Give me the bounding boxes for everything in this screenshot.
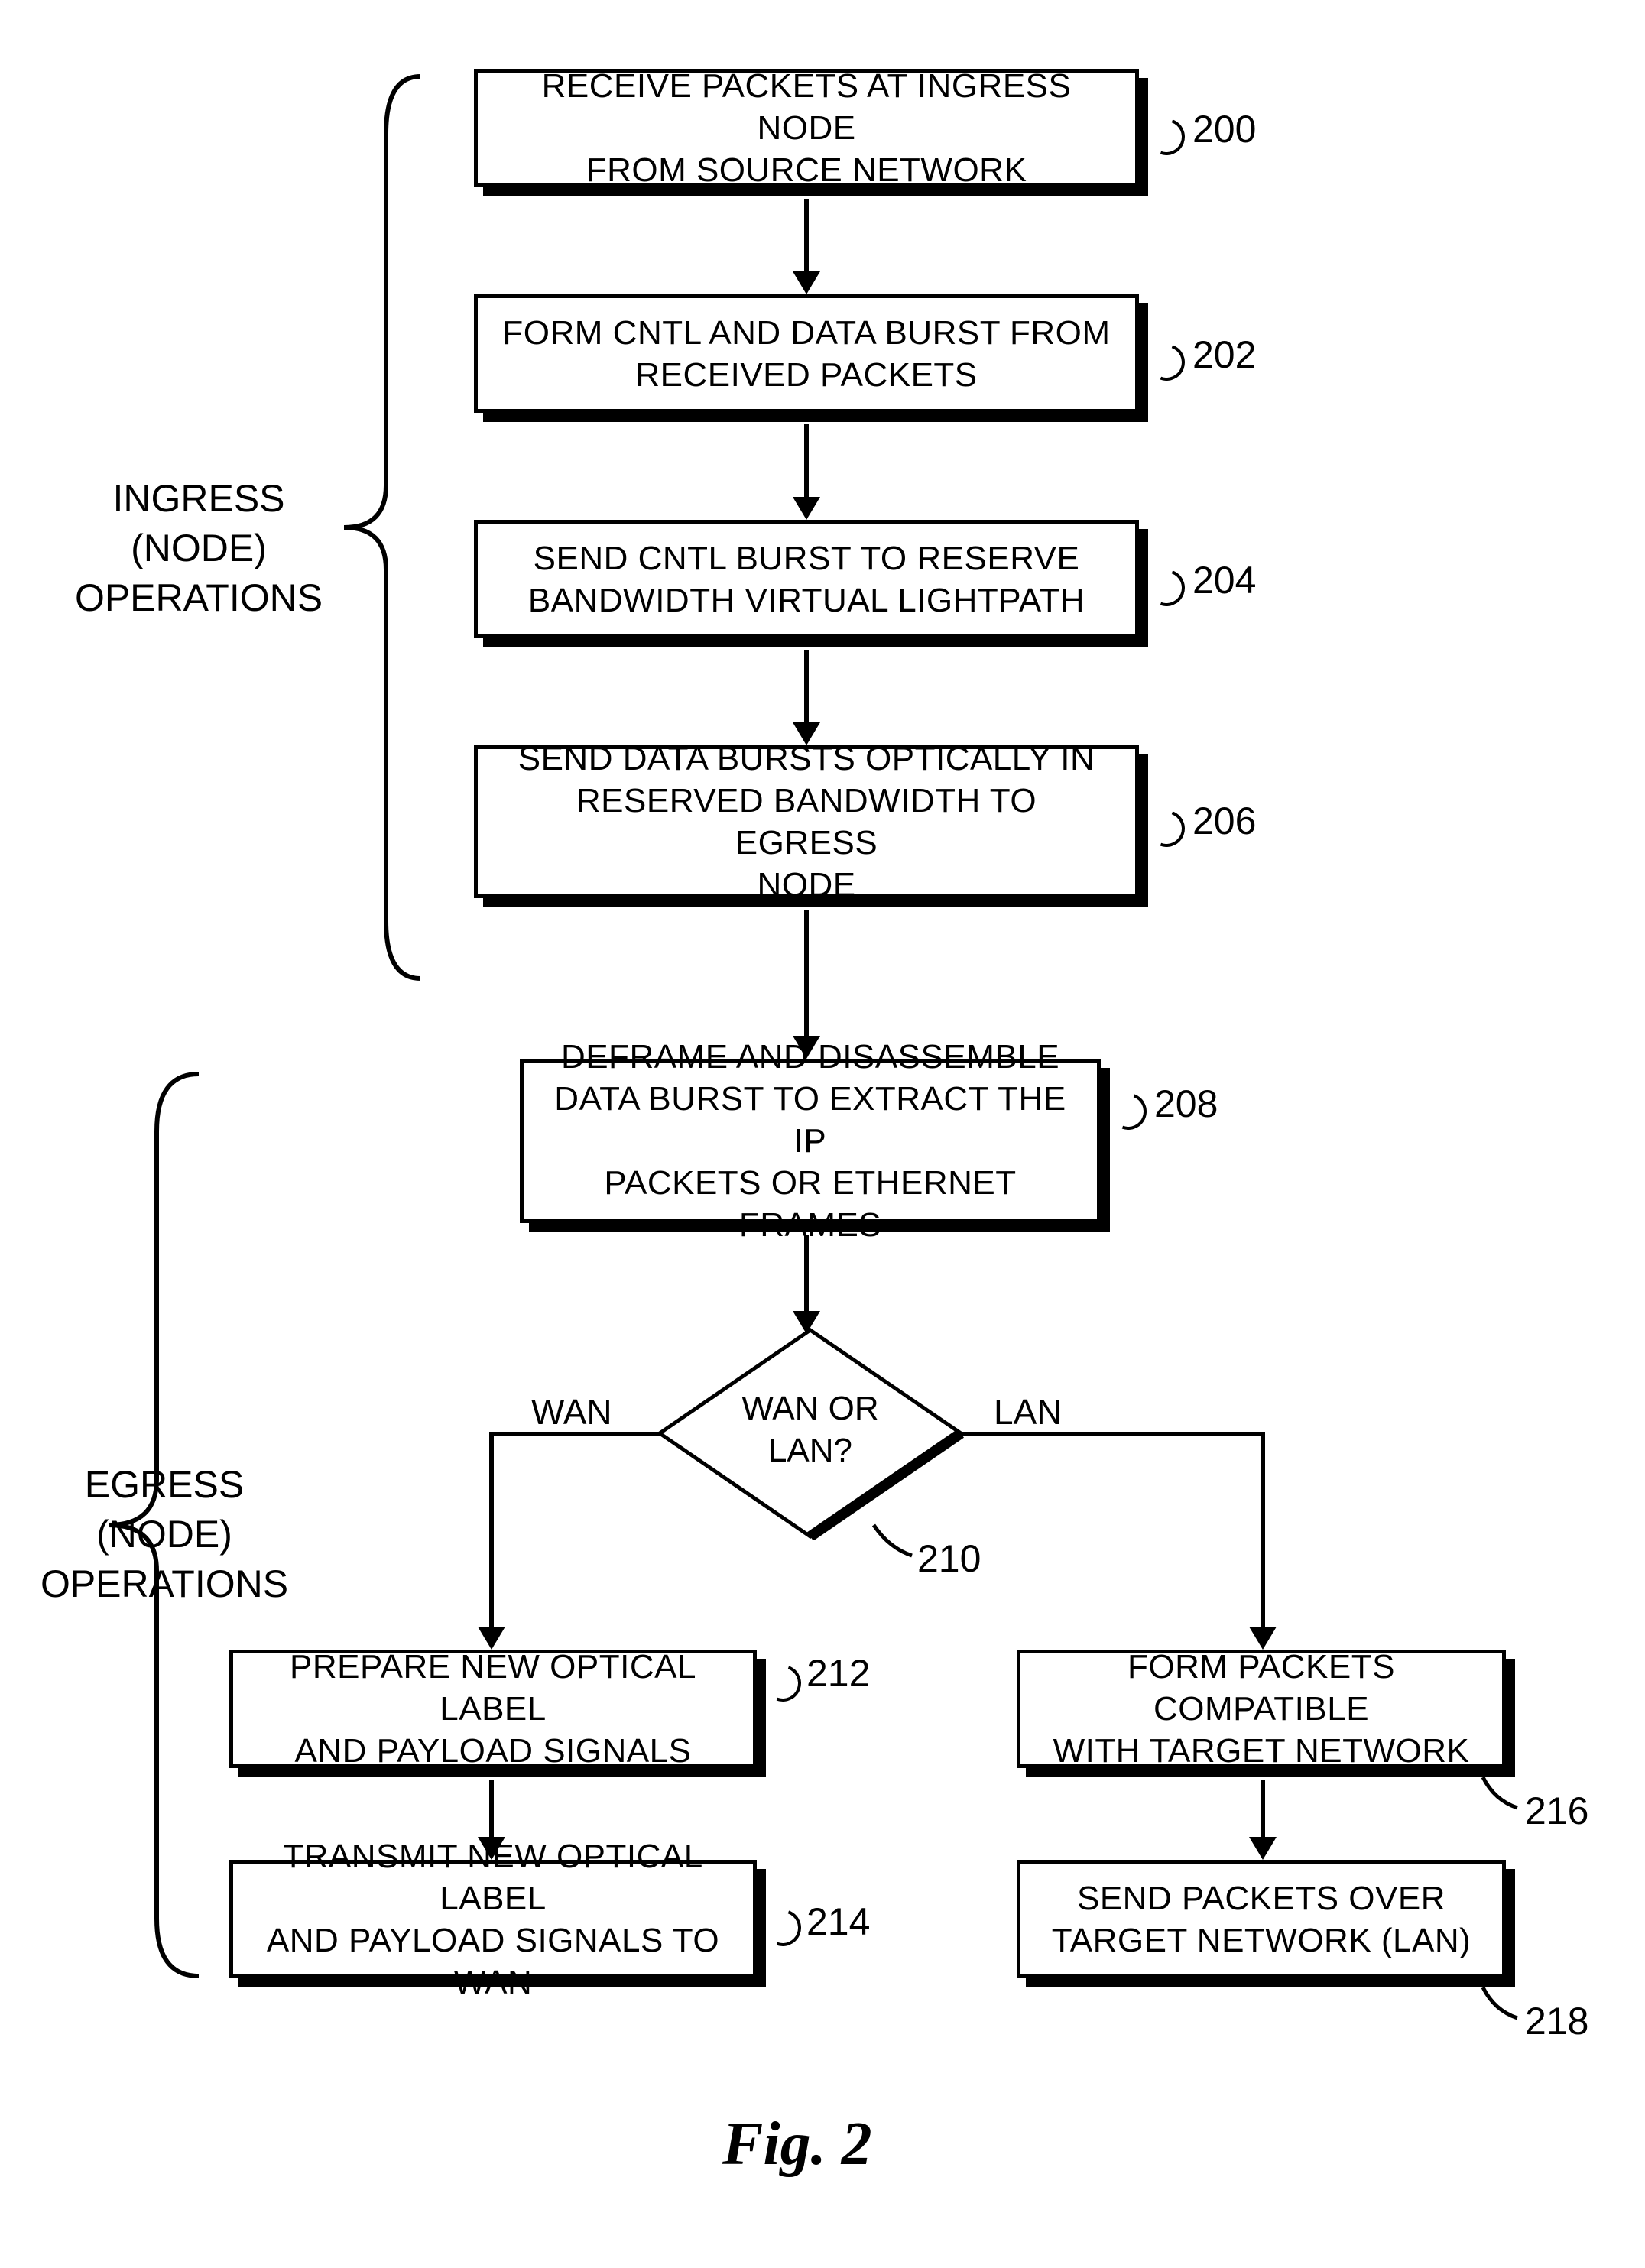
ref-216: 216 — [1525, 1789, 1588, 1833]
arrowhead-200-202 — [793, 271, 820, 294]
box-214: TRANSMIT NEW OPTICAL LABEL AND PAYLOAD S… — [229, 1860, 757, 1978]
hook-200 — [1142, 112, 1191, 161]
ref-218: 218 — [1525, 1999, 1588, 2043]
decision-210-text: WAN OR LAN? — [654, 1387, 967, 1471]
box-212: PREPARE NEW OPTICAL LABEL AND PAYLOAD SI… — [229, 1650, 757, 1768]
edge-label-lan: LAN — [994, 1391, 1062, 1433]
figure-label: Fig. 2 — [722, 2110, 872, 2179]
hook-212 — [758, 1659, 807, 1708]
box-212-text: PREPARE NEW OPTICAL LABEL AND PAYLOAD SI… — [256, 1646, 730, 1772]
ingress-brace — [336, 73, 428, 982]
line-wan-horiz — [489, 1432, 661, 1436]
arrowhead-202-204 — [793, 497, 820, 520]
box-218-text: SEND PACKETS OVER TARGET NETWORK (LAN) — [1052, 1877, 1471, 1961]
ref-208: 208 — [1154, 1082, 1218, 1126]
hook-206 — [1142, 804, 1191, 853]
hook-216-lead — [1479, 1773, 1521, 1815]
box-208: DEFRAME AND DISASSEMBLE DATA BURST TO EX… — [520, 1059, 1101, 1223]
arrow-204-206 — [804, 650, 809, 726]
line-lan-horiz — [959, 1432, 1265, 1436]
hook-214 — [758, 1903, 807, 1952]
box-200: RECEIVE PACKETS AT INGRESS NODE FROM SOU… — [474, 69, 1139, 187]
ref-212: 212 — [806, 1651, 870, 1695]
box-208-text: DEFRAME AND DISASSEMBLE DATA BURST TO EX… — [547, 1036, 1074, 1246]
ref-202: 202 — [1192, 333, 1256, 377]
arrow-206-208 — [804, 910, 809, 1040]
ref-206: 206 — [1192, 799, 1256, 843]
box-216: FORM PACKETS COMPATIBLE WITH TARGET NETW… — [1017, 1650, 1506, 1768]
ref-214: 214 — [806, 1900, 870, 1944]
box-202: FORM CNTL AND DATA BURST FROM RECEIVED P… — [474, 294, 1139, 413]
arrow-202-204 — [804, 424, 809, 501]
ref-204: 204 — [1192, 558, 1256, 602]
arrowhead-216-218 — [1249, 1837, 1277, 1860]
box-214-text: TRANSMIT NEW OPTICAL LABEL AND PAYLOAD S… — [256, 1835, 730, 2004]
hook-204 — [1142, 563, 1191, 612]
ref-200: 200 — [1192, 107, 1256, 151]
arrow-208-210 — [804, 1235, 809, 1315]
box-200-text: RECEIVE PACKETS AT INGRESS NODE FROM SOU… — [501, 65, 1112, 191]
box-206: SEND DATA BURSTS OPTICALLY IN RESERVED B… — [474, 745, 1139, 898]
box-218: SEND PACKETS OVER TARGET NETWORK (LAN) — [1017, 1860, 1506, 1978]
box-216-text: FORM PACKETS COMPATIBLE WITH TARGET NETW… — [1043, 1646, 1479, 1772]
hook-208 — [1104, 1087, 1153, 1136]
hook-218-lead — [1479, 1984, 1521, 2026]
arrow-212-214 — [489, 1780, 494, 1841]
ingress-section-label: INGRESS (NODE) OPERATIONS — [69, 474, 329, 623]
box-204: SEND CNTL BURST TO RESERVE BANDWIDTH VIR… — [474, 520, 1139, 638]
box-204-text: SEND CNTL BURST TO RESERVE BANDWIDTH VIR… — [528, 537, 1085, 621]
arrow-216-218 — [1261, 1780, 1265, 1841]
arrow-200-202 — [804, 199, 809, 275]
line-lan-vert — [1261, 1432, 1265, 1630]
flowchart-canvas: INGRESS (NODE) OPERATIONS EGRESS (NODE) … — [0, 0, 1645, 2268]
edge-label-wan: WAN — [531, 1391, 612, 1433]
ref-210: 210 — [917, 1536, 981, 1581]
hook-210-lead — [870, 1521, 916, 1567]
box-206-text: SEND DATA BURSTS OPTICALLY IN RESERVED B… — [501, 738, 1112, 906]
line-wan-vert — [489, 1432, 494, 1630]
egress-brace — [99, 1070, 206, 1980]
hook-202 — [1142, 338, 1191, 387]
box-202-text: FORM CNTL AND DATA BURST FROM RECEIVED P… — [502, 312, 1110, 396]
